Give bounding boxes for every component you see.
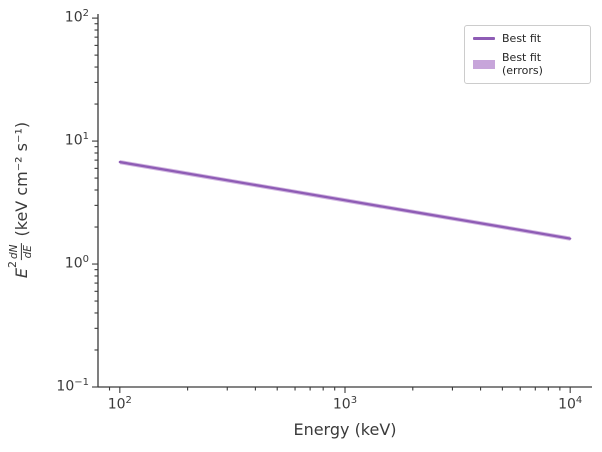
ylabel-fraction: dN dE <box>7 243 34 260</box>
x-tick-label: 102 <box>107 395 132 413</box>
best-fit-errors-patch-swatch <box>473 59 495 69</box>
y-tick-label: 101 <box>64 131 89 149</box>
y-tick-label: 10−1 <box>56 377 89 395</box>
legend[interactable]: Best fit Best fit (errors) <box>464 25 591 84</box>
x-axis-label: Energy (keV) <box>293 420 397 439</box>
legend-label-best-fit-errors: Best fit (errors) <box>502 51 543 77</box>
ylabel-numerator: dN <box>7 243 22 260</box>
y-axis-label: E 2 dN dE (keV cm⁻² s⁻¹) <box>5 121 34 279</box>
best-fit-line <box>118 160 572 240</box>
best-fit-line-swatch <box>473 37 495 40</box>
legend-label-best-fit: Best fit <box>502 32 542 45</box>
legend-item-best-fit-errors: Best fit (errors) <box>473 51 582 77</box>
ylabel-exponent: 2 <box>5 261 19 268</box>
y-tick-label: 102 <box>64 8 89 26</box>
y-tick-label: 100 <box>64 254 89 272</box>
x-tick-label: 103 <box>332 395 358 413</box>
ylabel-units: (keV cm⁻² s⁻¹) <box>11 121 31 237</box>
x-tick-label: 104 <box>558 395 583 413</box>
legend-item-best-fit: Best fit <box>473 32 582 45</box>
ylabel-E: E <box>11 268 31 279</box>
ylabel-denominator: dE <box>21 245 34 259</box>
